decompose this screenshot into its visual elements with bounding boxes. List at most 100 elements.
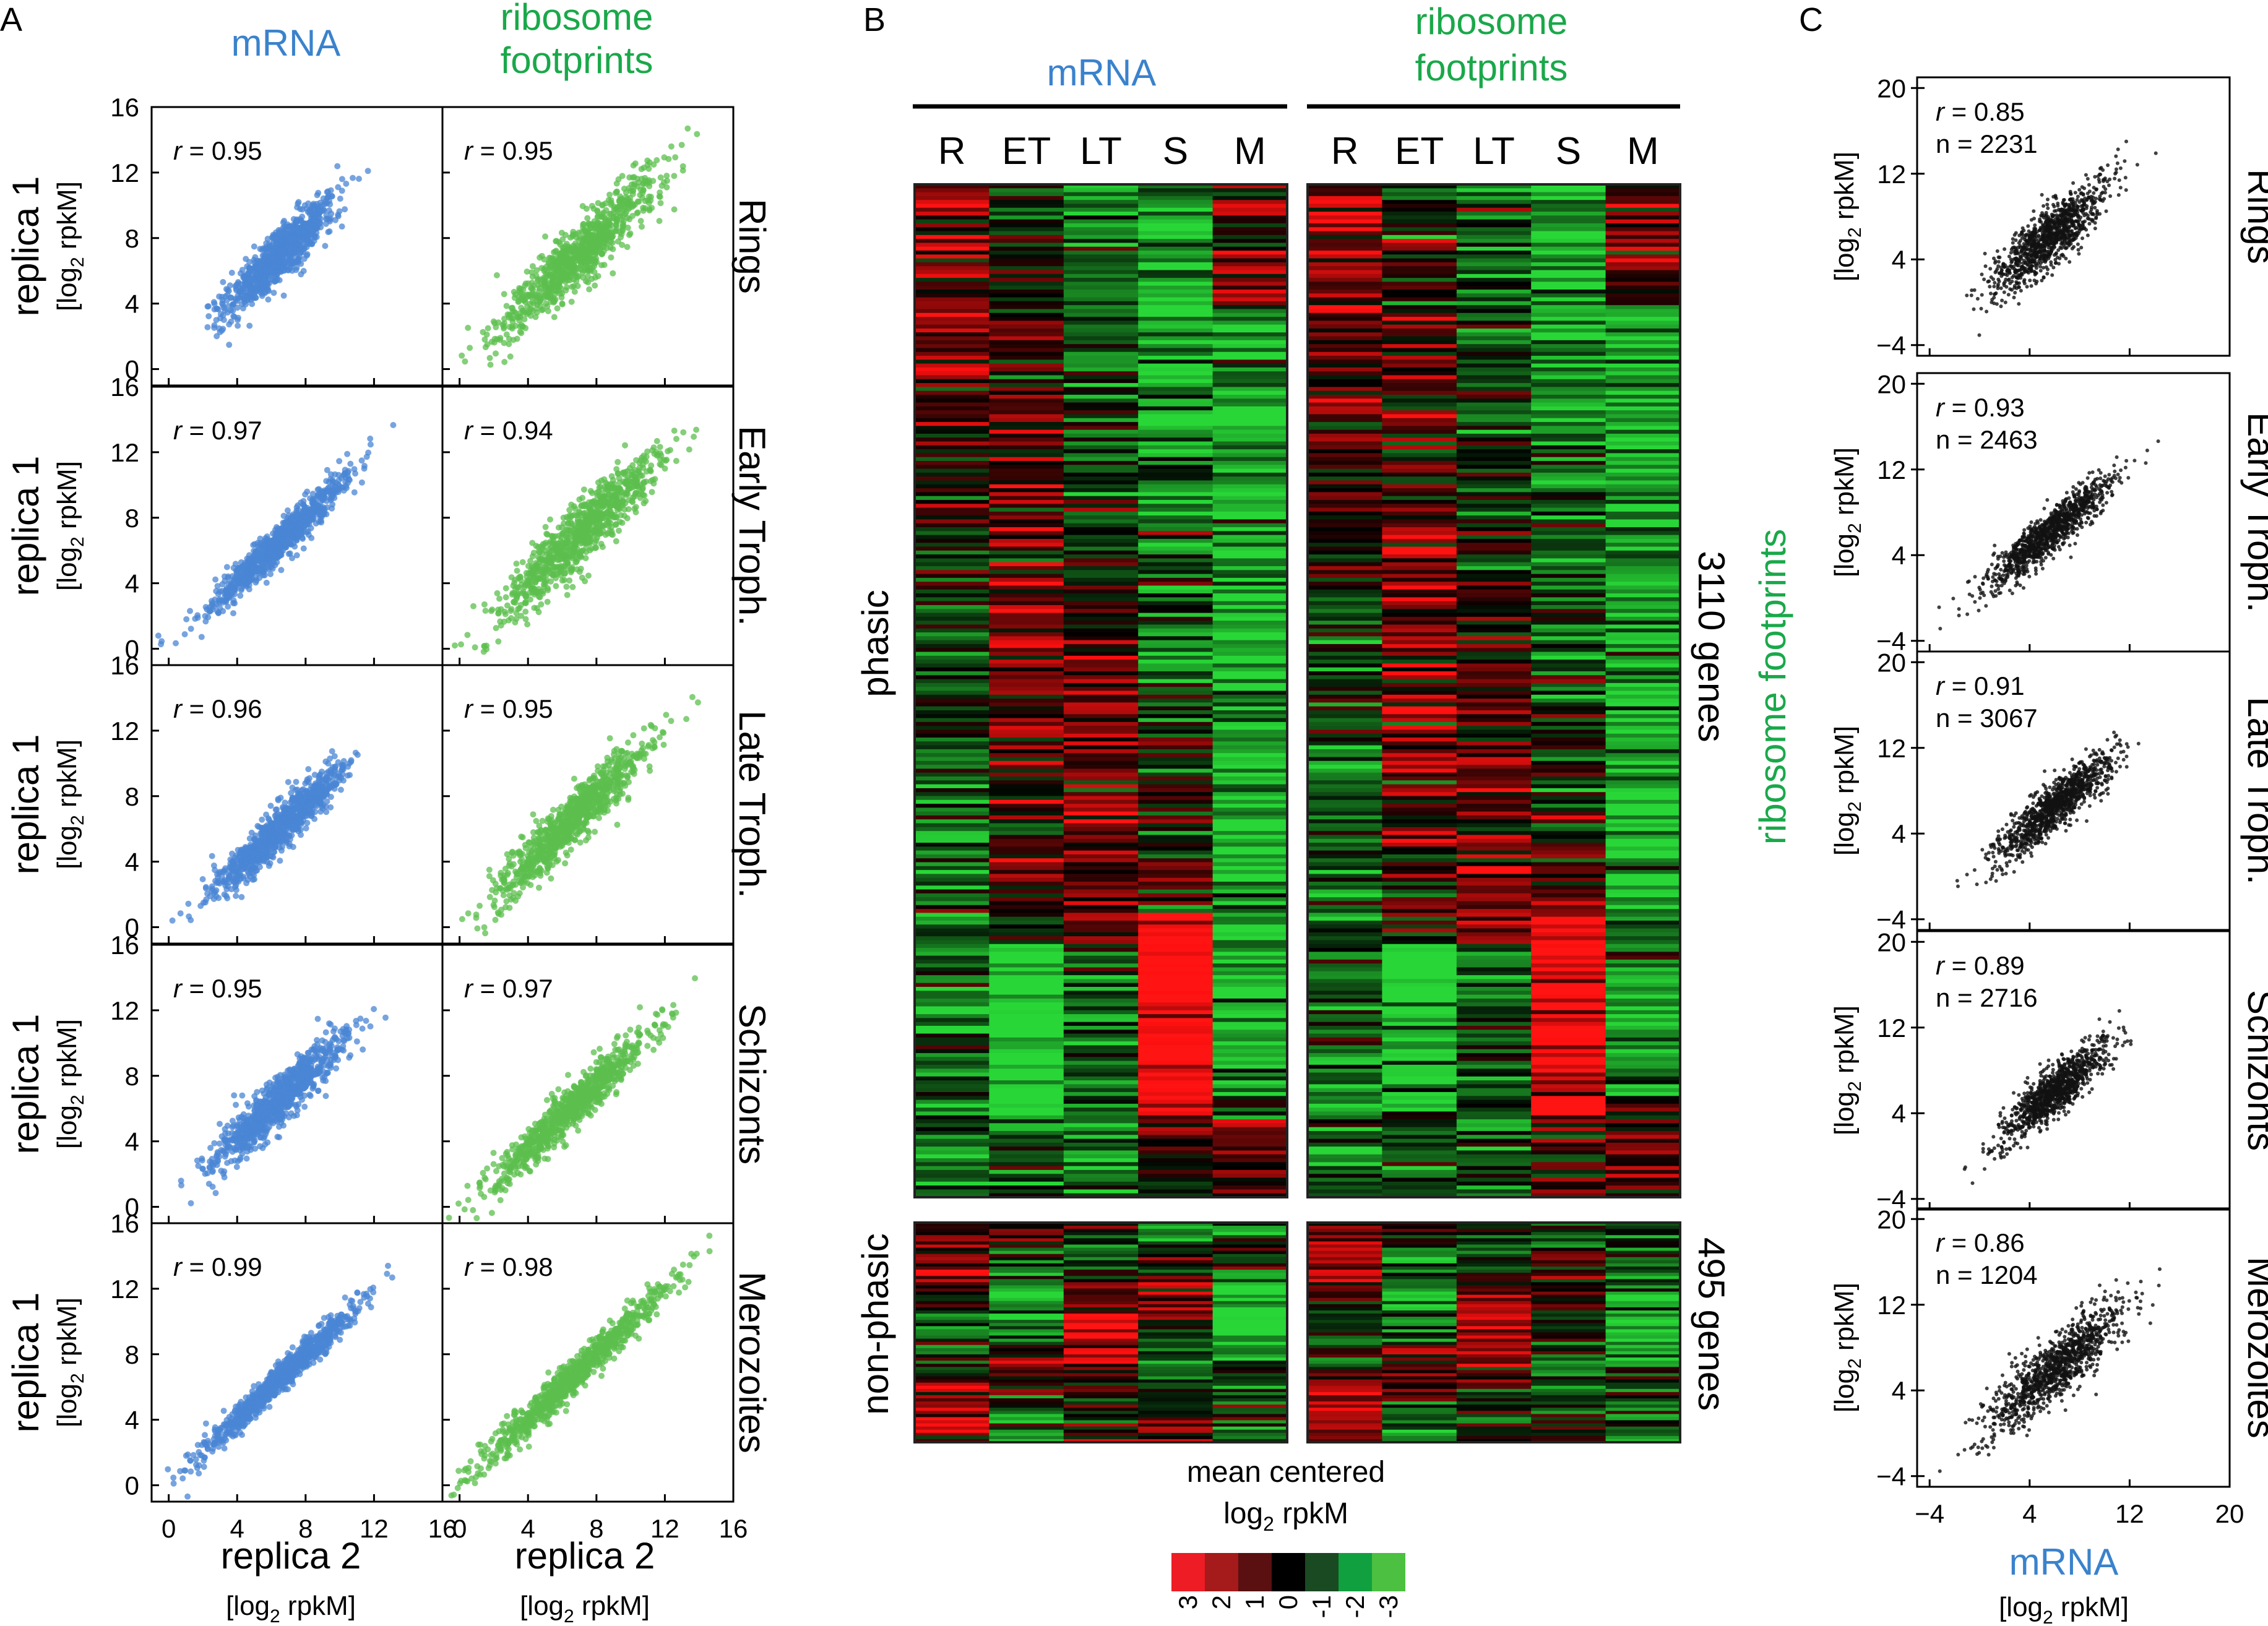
panel-a-point: [205, 313, 212, 320]
panel-a-point: [262, 841, 269, 848]
panel-a-point: [657, 194, 663, 200]
panel-a-point: [322, 758, 329, 765]
panel-a-point: [295, 241, 302, 247]
panel-a-point: [650, 178, 657, 184]
panel-a-point: [664, 178, 670, 184]
panel-a-point: [278, 552, 285, 559]
panel-a-point: [226, 282, 233, 289]
panel-a-point: [226, 342, 233, 348]
panel-a-point: [561, 520, 567, 527]
panel-a-point: [527, 882, 534, 888]
panel-a-title-ribo-1: ribosome: [501, 0, 653, 38]
panel-a-point: [527, 578, 533, 585]
panel-a-point: [646, 207, 653, 214]
panel-a-point: [679, 163, 686, 170]
panel-a-point: [693, 426, 700, 433]
panel-a-point: [243, 880, 250, 887]
panel-a-point: [656, 218, 663, 225]
panel-a-point: [550, 269, 557, 276]
panel-a-point: [571, 262, 578, 269]
panel-a-point: [613, 497, 620, 504]
panel-a-point: [493, 272, 500, 278]
panel-a-point: [623, 481, 630, 488]
panel-a-point: [209, 853, 215, 859]
panel-a-point: [261, 558, 268, 565]
panel-a-point: [532, 314, 539, 320]
panel-a-point: [298, 832, 304, 838]
panel-a-point: [611, 514, 618, 521]
panel-a-point: [564, 253, 571, 260]
panel-a-point: [665, 156, 672, 162]
panel-a-point: [623, 490, 630, 496]
panel-a-point: [495, 638, 502, 645]
panel-a-point: [273, 811, 280, 818]
panel-a-point: [319, 509, 326, 516]
panel-a-point: [587, 501, 594, 508]
panel-a-point: [338, 223, 345, 230]
panel-a-point: [639, 223, 645, 230]
panel-a-point: [322, 220, 329, 227]
panel-a-point: [317, 799, 324, 806]
panel-a-point: [646, 763, 653, 770]
panel-a-ytick-label: 0: [125, 355, 139, 384]
panel-a-point: [263, 579, 270, 586]
panel-a-point: [559, 236, 566, 243]
panel-a-point: [595, 273, 601, 280]
panel-a-point: [306, 233, 313, 239]
panel-a-point: [244, 292, 251, 299]
panel-a-point: [672, 154, 679, 161]
panel-a-point: [649, 489, 655, 496]
panel-a-point: [640, 491, 646, 498]
panel-a-point: [605, 484, 611, 491]
panel-a-point: [485, 325, 491, 332]
panel-a-point: [248, 267, 254, 273]
panel-a-point: [215, 609, 222, 616]
panel-a-point: [482, 608, 489, 614]
panel-a-point: [251, 872, 257, 879]
panel-a-point: [235, 878, 242, 885]
panel-a-point: [600, 523, 607, 530]
panel-a-point: [585, 527, 592, 534]
panel-a-point: [576, 496, 583, 503]
panel-a-point: [501, 340, 507, 346]
panel-a-point: [503, 303, 510, 309]
panel-a-point: [629, 174, 636, 181]
panel-a-point: [576, 230, 582, 236]
panel-a-point: [293, 217, 300, 224]
panel-a-point: [323, 790, 330, 797]
panel-a-ytick-label: 4: [125, 569, 139, 598]
panel-a-point: [530, 811, 537, 818]
panel-a-point: [301, 256, 308, 262]
panel-a-ytick-label: 16: [110, 93, 139, 122]
panel-a-point: [265, 296, 272, 303]
panel-a-point: [571, 283, 577, 290]
panel-a-point: [606, 735, 613, 742]
panel-a-point: [228, 269, 235, 276]
panel-a-row-label: Late Troph.: [731, 710, 773, 898]
panel-a-point: [283, 840, 290, 846]
panel-a-point: [551, 256, 558, 262]
panel-a-point: [589, 231, 595, 238]
panel-a-point: [606, 191, 613, 198]
panel-a-point: [513, 561, 520, 567]
panel-a-point: [566, 577, 573, 584]
panel-a-point: [541, 268, 548, 274]
panel-a-point: [553, 583, 559, 590]
panel-a-point: [646, 159, 653, 166]
panel-a-point: [671, 173, 678, 179]
panel-a-point: [328, 784, 335, 791]
panel-a-point: [261, 542, 267, 549]
panel-a-point: [285, 267, 291, 273]
panel-a-point: [285, 779, 291, 785]
panel-a-ytick-label: 8: [125, 224, 139, 253]
panel-a-point: [291, 235, 298, 242]
panel-a-point: [240, 866, 247, 872]
panel-a-point: [516, 285, 523, 291]
panel-a-point: [501, 316, 507, 322]
panel-a-point: [551, 314, 558, 320]
panel-a-point: [517, 295, 524, 302]
panel-a-point: [595, 479, 601, 486]
panel-a-point: [522, 325, 529, 332]
panel-a-point: [280, 219, 287, 226]
panel-a-point: [662, 465, 668, 472]
